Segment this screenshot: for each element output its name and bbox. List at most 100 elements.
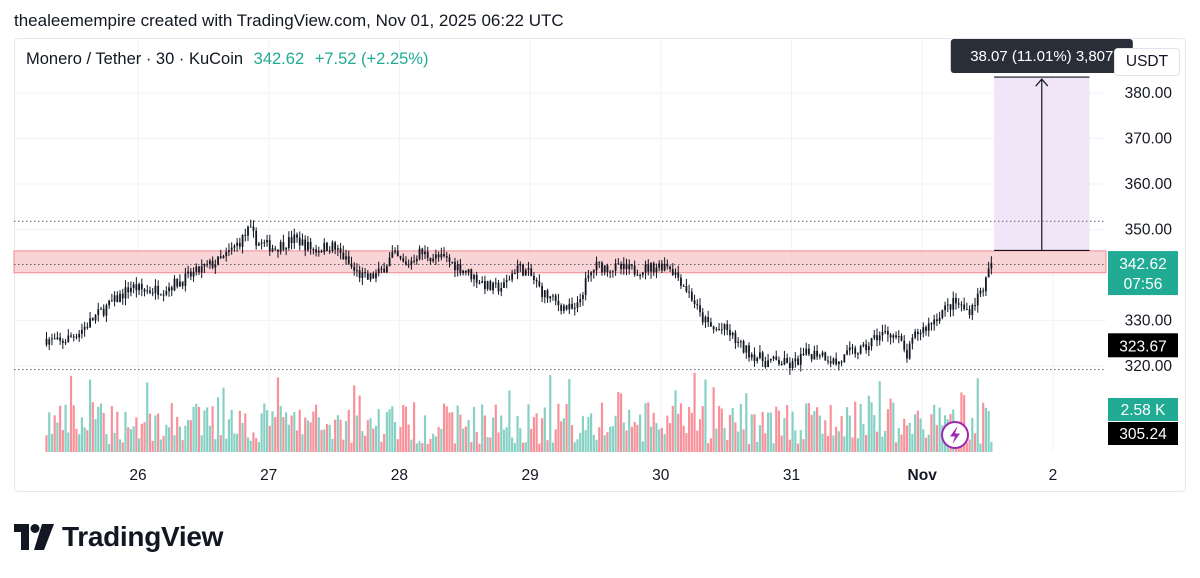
volume-bar (347, 409, 350, 452)
volume-bar (334, 419, 337, 452)
volume-bar (848, 415, 851, 452)
volume-bar (200, 435, 203, 452)
volume-bar (241, 422, 244, 452)
candle-body (552, 295, 554, 297)
volume-bar (628, 409, 631, 452)
candle-body (960, 304, 963, 306)
x-tick-label: 29 (521, 467, 538, 484)
candle-body (522, 264, 524, 276)
lightning-icon[interactable] (941, 421, 969, 449)
volume-bar (894, 442, 898, 452)
candle-body (985, 277, 987, 292)
volume-bar (176, 416, 179, 452)
candle-body (565, 305, 568, 310)
volume-bar (677, 413, 680, 452)
volume-bar (973, 433, 977, 452)
volume-bar (549, 375, 552, 452)
candle-body (592, 270, 595, 273)
volume-bar (660, 427, 663, 452)
volume-bar (246, 437, 250, 452)
symbol-name[interactable]: Monero / Tether · 30 · KuCoin (26, 50, 244, 68)
indicator-tag (1108, 422, 1178, 445)
candle-body (571, 303, 573, 309)
volume-bar (592, 434, 595, 452)
volume-bar (519, 428, 522, 452)
volume-bar (821, 433, 824, 452)
candle-body (486, 281, 489, 290)
volume-bar (521, 442, 525, 452)
volume-bar (587, 417, 590, 452)
volume-bar (437, 426, 440, 452)
volume-bar (260, 413, 263, 452)
candle-body (603, 265, 606, 273)
volume-bar (540, 418, 544, 452)
candle-body (876, 335, 878, 341)
resistance-zone[interactable] (13, 250, 1107, 274)
currency-button[interactable]: USDT (1114, 48, 1180, 76)
candle-body (358, 270, 361, 278)
candle-body (595, 261, 598, 271)
candle-body (936, 319, 938, 322)
volume-bar (336, 415, 339, 452)
volume-bar (688, 406, 691, 452)
measure-label[interactable]: 38.07 (11.01%) 3,807 (950, 39, 1133, 73)
volume-bar (252, 432, 255, 452)
candle-body (149, 290, 151, 293)
candle-body (372, 273, 375, 279)
volume-bar (331, 438, 334, 452)
candle-body (606, 265, 609, 273)
candle-body (530, 268, 533, 276)
candle-body (168, 287, 170, 292)
candle-body (663, 263, 666, 271)
candle-body (919, 332, 922, 335)
candle-body (451, 261, 454, 263)
y-tick-label: 350.00 (1125, 222, 1173, 239)
candle-body (448, 257, 451, 262)
candle-body (579, 299, 582, 303)
volume-bar (102, 412, 105, 452)
candle-body (331, 242, 334, 251)
candle-body (228, 250, 230, 252)
volume-bar (685, 433, 688, 452)
candle-body (162, 294, 165, 296)
volume-bar (984, 407, 988, 452)
candle-body (184, 273, 187, 286)
candle-body (554, 295, 557, 301)
volume-bar (350, 442, 353, 452)
volume-bar (118, 439, 122, 452)
volume-bar (734, 422, 737, 452)
candle-body (369, 273, 372, 280)
volume-bar (497, 432, 500, 452)
volume-bar (320, 429, 323, 452)
candle-body (867, 346, 870, 351)
candle-body (475, 274, 478, 283)
volume-bar (415, 443, 418, 452)
volume-bar (663, 434, 666, 452)
candle-body (413, 260, 416, 262)
volume-bar (565, 403, 568, 452)
candle-body (326, 242, 328, 252)
candle-body (816, 350, 818, 357)
volume-bar (78, 434, 81, 452)
candle-body (982, 290, 985, 292)
volume-bar (500, 415, 503, 452)
volume-bar (339, 419, 342, 452)
candle-body (987, 268, 990, 278)
volume-bar (293, 412, 296, 452)
volume-bar (135, 417, 138, 452)
volume-bars (45, 372, 993, 452)
candle-body (380, 268, 383, 270)
candle-body (315, 249, 317, 253)
volume-bar (859, 403, 862, 452)
volume-bar (304, 417, 307, 452)
candle-body (415, 258, 418, 262)
candle-body (505, 280, 508, 283)
candle-body (590, 272, 592, 276)
candle-body (788, 362, 791, 369)
candle-body (503, 282, 505, 288)
volume-bar (53, 415, 56, 452)
candle-body (933, 319, 936, 325)
candle-body (524, 269, 527, 276)
volume-bar (178, 426, 182, 452)
